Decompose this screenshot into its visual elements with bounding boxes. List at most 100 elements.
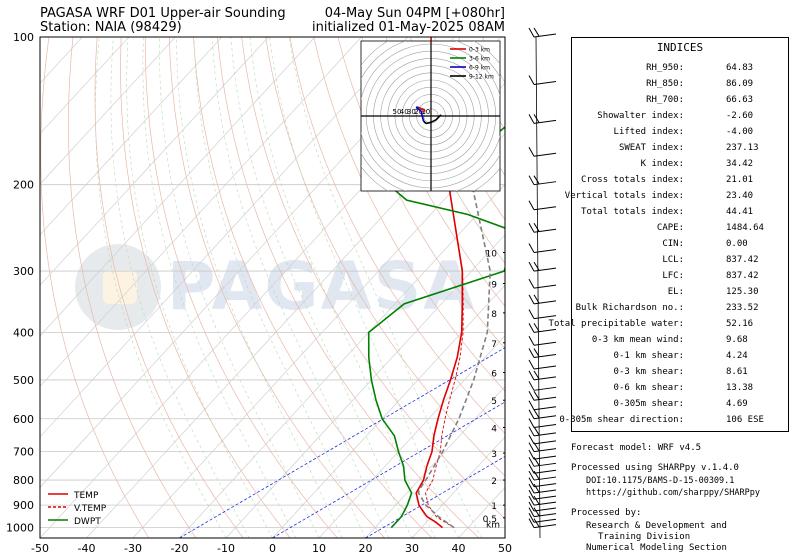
reference-line xyxy=(272,401,505,538)
x-tick-label: 40 xyxy=(452,542,466,555)
wind-barb-staff xyxy=(533,328,557,333)
index-row: SWEAT index: 237.13 xyxy=(572,143,788,159)
moist-adiabat xyxy=(230,37,413,538)
reference-line xyxy=(179,347,505,538)
legend-label: DWPT xyxy=(74,517,101,527)
height-tick-label: 10 xyxy=(486,250,498,260)
index-label: EL: xyxy=(667,287,684,297)
index-row: 0-6 km shear: 13.38 xyxy=(572,383,788,399)
isotherm-line xyxy=(40,37,83,84)
height-tick-label: 3 xyxy=(491,450,497,460)
wind-barb-flag xyxy=(528,501,535,512)
moist-adiabat xyxy=(211,37,390,538)
x-tick-label: 30 xyxy=(405,542,419,555)
wind-barb-staff xyxy=(533,455,557,460)
isotherm-line xyxy=(411,436,505,538)
wind-barb-flag xyxy=(528,489,535,500)
dry-adiabat xyxy=(120,37,291,538)
index-value: 9.68 xyxy=(726,335,748,345)
wind-barb-flag xyxy=(528,243,535,253)
wind-barb-flag xyxy=(528,470,535,481)
wind-barb-staff xyxy=(533,181,557,186)
wind-barb-flag xyxy=(533,483,540,493)
wind-barb-flag xyxy=(528,400,535,410)
index-value: 8.61 xyxy=(726,367,748,377)
dry-adiabat xyxy=(385,37,505,264)
wind-barb-staff xyxy=(533,469,557,474)
wind-barb-staff xyxy=(533,462,557,467)
dry-adiabat xyxy=(40,37,150,538)
hodograph-trace xyxy=(420,107,426,111)
index-label: Bulk Richardson no.: xyxy=(575,303,684,313)
index-label: LFC: xyxy=(662,271,684,281)
index-label: Total precipitable water: xyxy=(548,319,684,329)
wind-barb-flag xyxy=(533,222,540,232)
wind-barb-flag xyxy=(528,278,535,289)
hodograph-legend-label: 3-6 km xyxy=(469,56,490,63)
wind-barb-staff xyxy=(533,495,557,500)
series-temp-line xyxy=(415,37,464,529)
index-label: RH_700: xyxy=(646,95,684,105)
height-tick-label: 7 xyxy=(491,340,497,350)
hodograph-trace xyxy=(415,106,422,112)
y-tick-label: 300 xyxy=(13,265,34,278)
wind-barb-staff xyxy=(533,152,557,157)
moist-adiabat xyxy=(193,37,366,538)
hodograph-trace xyxy=(435,116,440,121)
wind-barb-flag xyxy=(533,518,540,527)
index-value: 13.38 xyxy=(726,383,754,393)
wind-barb-staff xyxy=(533,483,557,488)
index-value: 837.42 xyxy=(726,271,759,281)
wind-barb-flag xyxy=(528,418,535,428)
index-value: 34.42 xyxy=(726,159,754,169)
index-value: -4.00 xyxy=(726,127,754,137)
moist-adiabat xyxy=(142,37,297,538)
hodograph-ring-label: 50 xyxy=(393,108,402,116)
wind-barb-staff xyxy=(533,376,557,381)
index-value: 1484.64 xyxy=(726,223,764,233)
index-label: CAPE: xyxy=(656,223,684,233)
index-row: 0-3 km mean wind: 9.68 xyxy=(572,335,788,351)
dry-adiabat xyxy=(241,37,505,520)
index-value: 0.00 xyxy=(726,239,748,249)
division-line1: Research & Development and xyxy=(586,521,727,531)
wind-barb-staff xyxy=(533,524,557,529)
index-label: SWEAT index: xyxy=(618,143,684,153)
wind-barb-staff xyxy=(533,267,557,272)
height-tick-label: 8 xyxy=(491,310,497,320)
wind-barb-flag xyxy=(528,442,535,452)
reference-line xyxy=(365,455,505,538)
index-value: 64.83 xyxy=(726,63,754,73)
indices-panel: INDICES RH_950: 64.83 RH_850: 86.09 RH_700: 6… xyxy=(549,37,789,432)
wind-barb-staff xyxy=(533,440,557,445)
wind-barb-staff xyxy=(533,249,557,254)
index-value: 86.09 xyxy=(726,79,754,89)
index-row: Total totals index: 44.41 xyxy=(572,207,788,223)
index-row: 0-305m shear direction: 106 ESE xyxy=(559,415,788,431)
index-row: Vertical totals index: 23.40 xyxy=(565,191,788,207)
dry-adiabat xyxy=(193,37,433,538)
moist-adiabat xyxy=(289,37,483,538)
wind-barb-flag xyxy=(533,370,540,380)
isotherm-line xyxy=(40,37,409,438)
height-tick-label: 1 xyxy=(491,502,497,512)
wind-barb-flag xyxy=(528,381,535,391)
hodograph-legend-label: 9-12 km xyxy=(469,74,494,81)
wind-barb-staff xyxy=(533,33,557,38)
wind-barb-flag xyxy=(533,390,540,400)
height-tick-label: 6 xyxy=(491,370,497,380)
index-label: 0-305m shear: xyxy=(613,399,684,409)
plot-frame xyxy=(39,36,506,539)
index-label: RH_850: xyxy=(646,79,684,89)
wind-barb-flag xyxy=(528,336,535,346)
isotherm-line xyxy=(179,183,505,538)
wind-barb-flag xyxy=(528,323,535,333)
wind-barb-flag xyxy=(533,27,540,37)
index-row: CAPE: 1484.64 xyxy=(572,223,788,239)
hodograph-legend-label: 0-3 km xyxy=(469,47,490,54)
height-tick-label: 5 xyxy=(491,397,497,407)
isotherm-line xyxy=(132,133,505,538)
chart-title: PAGASA WRF D01 Upper-air Sounding xyxy=(40,6,286,21)
chart-legend: TEMP V.TEMP DWPT xyxy=(48,491,107,527)
wind-barb-staff xyxy=(533,396,557,401)
